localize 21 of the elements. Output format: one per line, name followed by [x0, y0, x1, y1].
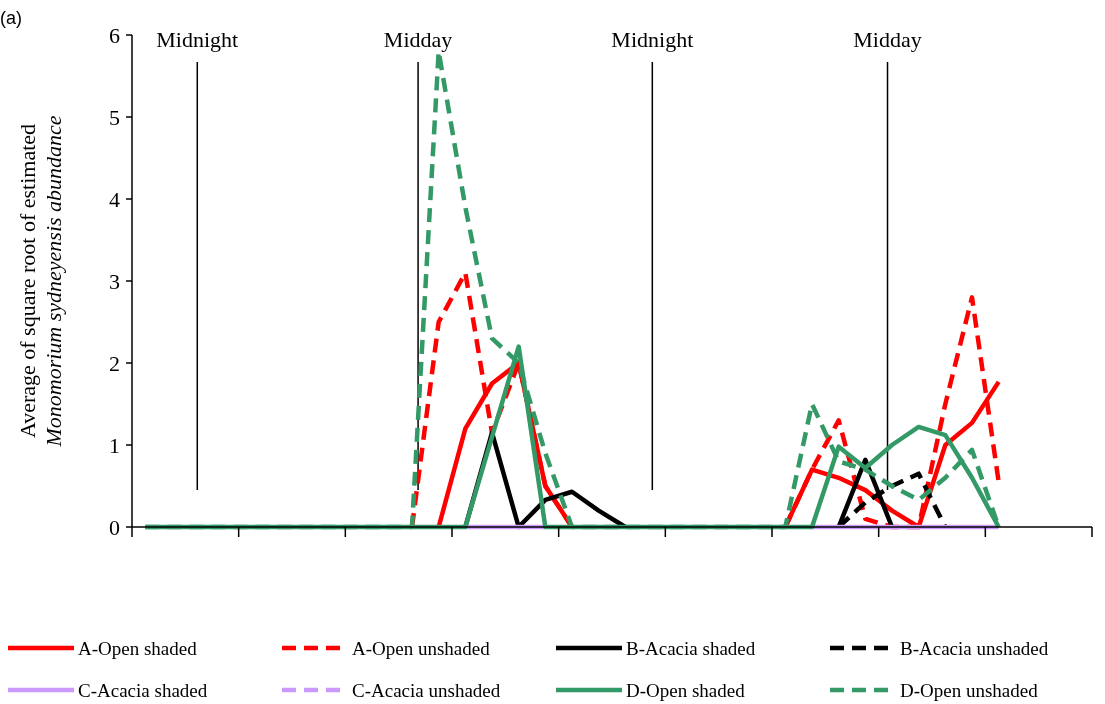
annotation: Midday	[853, 27, 922, 52]
y-tick-label: 1	[109, 433, 120, 458]
y-tick-label: 4	[109, 187, 120, 212]
legend-label: D-Open shaded	[626, 680, 746, 701]
text: (a)	[0, 8, 22, 28]
legend-label: A-Open unshaded	[352, 638, 491, 659]
y-tick-label: 0	[109, 515, 120, 540]
legend-label: C-Acacia shaded	[78, 680, 208, 701]
legend-label: B-Acacia unshaded	[900, 638, 1049, 659]
y-tick-label: 6	[109, 23, 120, 48]
y-tick-label: 2	[109, 351, 120, 376]
legend-label: B-Acacia shaded	[626, 638, 756, 659]
y-tick-label: 3	[109, 269, 120, 294]
annotation: Midday	[383, 27, 453, 52]
annotation: Midnight	[156, 27, 239, 52]
legend-label: A-Open shaded	[78, 638, 198, 659]
y-axis-title: Average of square root of estimated Monomorium sydneyensis abundance	[15, 115, 66, 448]
annotation: Midnight	[611, 27, 694, 52]
y-tick-label: 5	[109, 105, 120, 130]
legend-label: D-Open unshaded	[900, 680, 1039, 701]
legend-label: C-Acacia unshaded	[352, 680, 501, 701]
